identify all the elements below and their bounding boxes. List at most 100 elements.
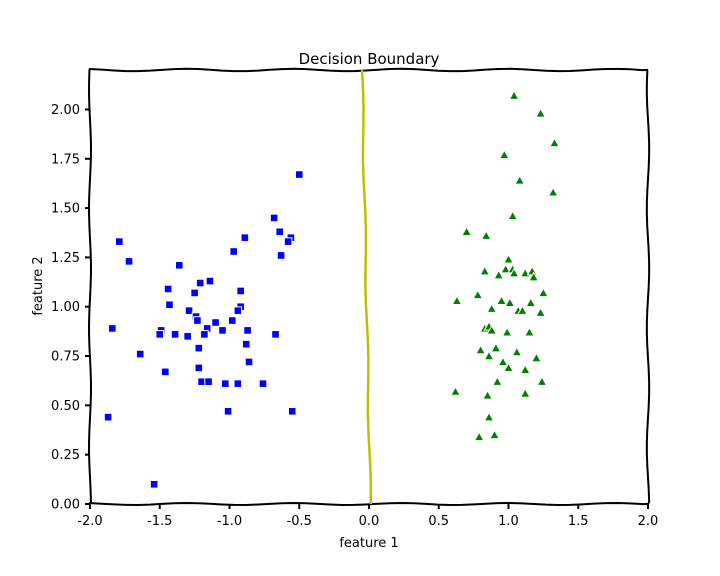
- boundary-layer: [360, 69, 373, 505]
- plot-frame: [88, 67, 651, 506]
- x-tick-label: -2.0: [77, 514, 102, 529]
- x-tick-label: 0.0: [359, 514, 380, 529]
- class-1-point: [503, 362, 514, 373]
- class-0-point: [283, 237, 293, 246]
- class-0-point: [194, 343, 204, 353]
- class-1-point: [508, 267, 520, 278]
- class-0-point: [204, 377, 213, 386]
- class-1-point: [536, 376, 548, 386]
- class-1-point: [507, 210, 519, 221]
- y-axis-label: feature 2: [31, 256, 46, 315]
- class-0-point: [149, 479, 159, 489]
- x-tick-label: 1.5: [568, 514, 589, 529]
- class-1-point: [508, 90, 520, 100]
- x-tick-label: 2.0: [638, 514, 659, 529]
- class-1-point: [479, 265, 491, 276]
- class-1-point: [519, 364, 531, 375]
- class-0-point: [287, 406, 297, 416]
- class-1-point: [489, 429, 500, 440]
- x-axis-label: feature 1: [339, 536, 398, 551]
- x-tick-label: -0.5: [287, 514, 312, 529]
- x-tick-label: 0.5: [428, 514, 449, 529]
- class-1-point: [528, 271, 540, 282]
- class-0-point: [183, 332, 192, 341]
- class-0-point: [240, 233, 250, 242]
- class-0-point: [163, 284, 173, 294]
- class-1-point: [504, 297, 516, 307]
- x-axis-ticks: -2.0 -1.5 -1.0 -0.5 0.0 0.5 1.0 1.5 2.0: [77, 504, 658, 529]
- class-0-point: [271, 330, 280, 339]
- class-1-point: [535, 107, 547, 118]
- class-0-point: [275, 227, 285, 237]
- class-0-point: [194, 363, 204, 373]
- class-1-point: [503, 253, 514, 264]
- class-0-point: [103, 412, 113, 422]
- class-0-point: [174, 261, 184, 270]
- class-1-point: [496, 295, 507, 305]
- class-0-point: [108, 324, 117, 333]
- x-tick-label: -1.5: [147, 514, 172, 529]
- class-0-point: [229, 247, 238, 256]
- y-tick-label: 2.00: [51, 103, 80, 118]
- class-0-point: [258, 379, 268, 388]
- class-1-point: [451, 295, 463, 305]
- class-1-point: [480, 230, 492, 240]
- class-1-point: [493, 269, 505, 280]
- x-tick-label: -1.0: [217, 514, 242, 529]
- class-1-point: [491, 376, 503, 386]
- class-0-point: [227, 316, 237, 325]
- class-0-point: [197, 377, 206, 386]
- y-tick-label: 0.25: [51, 448, 80, 463]
- class-1-point: [530, 352, 542, 363]
- class-0-point: [223, 406, 233, 416]
- class-1-point: [482, 389, 494, 400]
- class-1-point: [547, 186, 559, 197]
- x-tick-label: 1.0: [498, 514, 519, 529]
- class-1-point: [500, 263, 512, 274]
- y-tick-label: 0.00: [51, 498, 80, 513]
- class-0-point: [218, 326, 227, 335]
- class-1-point: [475, 344, 487, 355]
- class-0-point: [233, 379, 243, 388]
- class-0-point: [195, 278, 205, 288]
- class-0-point: [211, 318, 220, 327]
- y-tick-label: 1.50: [51, 202, 80, 217]
- class-0-point: [221, 379, 230, 388]
- class-1-point: [537, 287, 549, 298]
- class-1-point: [549, 137, 560, 148]
- frame-bottom: [89, 501, 649, 506]
- class-0-point: [205, 276, 215, 286]
- class-0-point: [155, 330, 165, 339]
- class-0-point: [200, 330, 209, 339]
- frame-right: [645, 69, 651, 505]
- class-0-point: [244, 357, 254, 367]
- class-1-point: [535, 307, 547, 317]
- class-0-point: [170, 330, 180, 339]
- y-tick-label: 1.00: [51, 300, 80, 315]
- y-axis-ticks: 0.00 0.25 0.50 0.75 1.00 1.25 1.50 1.75 2.00: [51, 103, 90, 513]
- class-1-point: [519, 387, 531, 398]
- class-1-point: [514, 174, 526, 185]
- class-1-point: [525, 297, 537, 307]
- class-0-point: [135, 349, 145, 359]
- decision-boundary-line: [360, 69, 373, 505]
- y-tick-label: 1.25: [51, 251, 80, 266]
- class-1-point: [501, 326, 513, 337]
- class-1-point: [498, 149, 510, 160]
- points-layer: [103, 90, 560, 489]
- class-0-point: [165, 300, 174, 310]
- class-0-point: [161, 367, 170, 377]
- class-1-point: [486, 303, 498, 313]
- class-1-point: [461, 226, 473, 236]
- class-1-point: [523, 326, 535, 337]
- y-tick-label: 1.75: [51, 152, 80, 167]
- class-0-point: [190, 288, 199, 298]
- class-1-point: [497, 356, 509, 367]
- class-0-point: [193, 316, 202, 325]
- class-0-point: [294, 170, 304, 179]
- chart-title: Decision Boundary: [299, 50, 440, 68]
- class-1-point: [490, 342, 502, 353]
- class-0-point: [276, 251, 286, 260]
